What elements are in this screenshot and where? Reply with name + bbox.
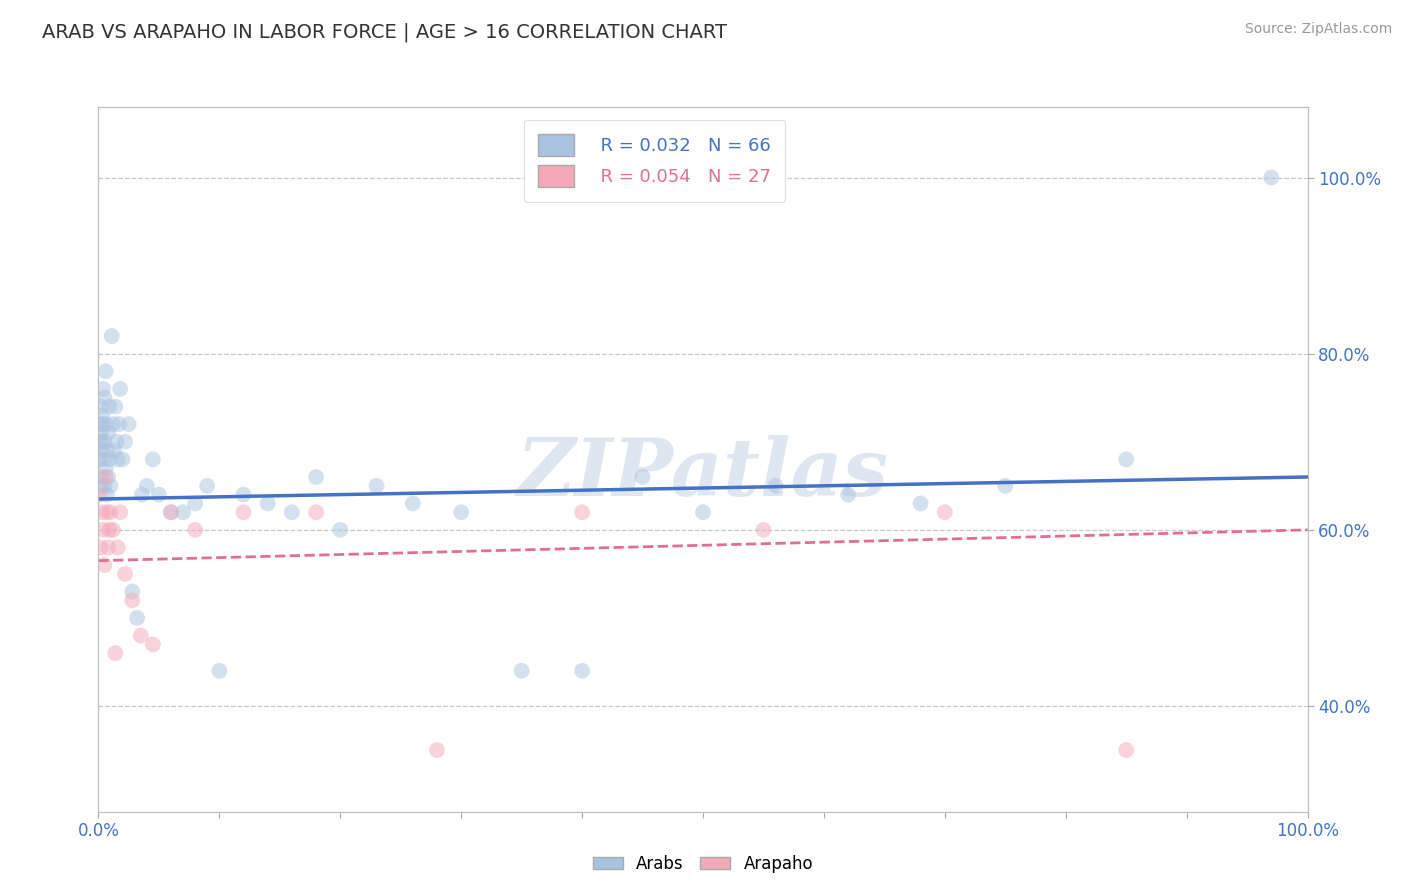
Point [114,434,136,449]
Point [94,461,117,475]
Legend: Arabs, Arapaho: Arabs, Arapaho [586,848,820,880]
Point [692,505,714,519]
Point [837,487,859,501]
Point [172,505,194,519]
Point [105,434,128,449]
Point [450,505,472,519]
Point [571,664,593,678]
Point [160,505,183,519]
Point [160,505,183,519]
Point [89,452,111,467]
Point [281,505,304,519]
Point [118,417,141,431]
Point [121,584,143,599]
Point [752,523,775,537]
Point [96,443,118,458]
Point [232,487,254,501]
Point [89,487,111,501]
Point [93,391,115,405]
Point [111,452,134,467]
Point [1260,170,1282,185]
Point [100,479,122,493]
Point [131,487,153,501]
Text: Source: ZipAtlas.com: Source: ZipAtlas.com [1244,22,1392,37]
Point [129,628,152,642]
Point [184,523,207,537]
Point [571,505,593,519]
Point [96,505,118,519]
Point [100,505,122,519]
Point [329,523,352,537]
Point [934,505,956,519]
Point [100,329,122,343]
Point [90,479,112,493]
Point [98,400,121,414]
Point [90,443,112,458]
Point [93,434,115,449]
Point [184,496,207,510]
Point [631,470,654,484]
Point [93,479,115,493]
Point [89,434,111,449]
Point [402,496,425,510]
Legend:   R = 0.032   N = 66,   R = 0.054   N = 27: R = 0.032 N = 66, R = 0.054 N = 27 [524,120,786,202]
Point [232,505,254,519]
Point [94,364,117,378]
Point [135,479,157,493]
Point [93,558,115,573]
Point [121,593,143,607]
Point [101,523,124,537]
Point [91,409,114,423]
Point [127,611,149,625]
Point [91,523,114,537]
Point [90,425,112,440]
Text: ARAB VS ARAPAHO IN LABOR FORCE | AGE > 16 CORRELATION CHART: ARAB VS ARAPAHO IN LABOR FORCE | AGE > 1… [42,22,727,42]
Point [104,646,127,660]
Point [91,417,114,431]
Point [90,400,112,414]
Point [98,452,121,467]
Point [195,479,218,493]
Point [142,452,165,467]
Point [765,479,787,493]
Point [103,443,125,458]
Point [1115,743,1137,757]
Point [91,470,114,484]
Point [98,523,121,537]
Point [108,505,131,519]
Point [510,664,533,678]
Point [208,664,231,678]
Point [107,452,129,467]
Point [1115,452,1137,467]
Point [91,382,114,396]
Point [91,434,114,449]
Point [90,541,112,555]
Point [94,417,117,431]
Point [305,505,328,519]
Text: ZIPatlas: ZIPatlas [517,434,889,512]
Point [910,496,932,510]
Point [89,417,111,431]
Point [142,637,165,651]
Point [426,743,449,757]
Point [114,566,136,581]
Point [148,487,170,501]
Point [91,452,114,467]
Point [366,479,388,493]
Point [107,541,129,555]
Point [101,417,124,431]
Point [96,487,118,501]
Point [97,425,120,440]
Point [97,470,120,484]
Point [108,417,131,431]
Point [94,470,117,484]
Point [994,479,1017,493]
Point [97,541,120,555]
Point [256,496,278,510]
Point [91,505,114,519]
Point [104,400,127,414]
Point [305,470,328,484]
Point [108,382,131,396]
